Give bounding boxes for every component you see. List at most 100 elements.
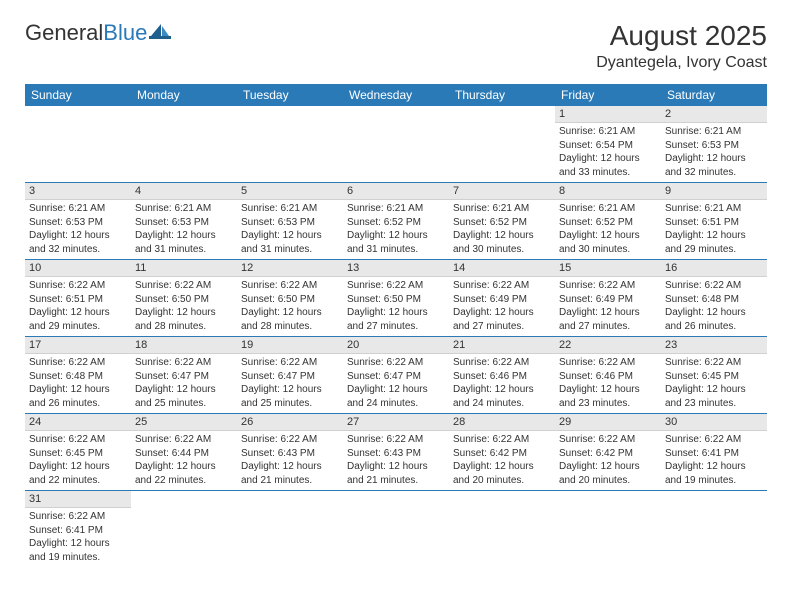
day-details: Sunrise: 6:21 AMSunset: 6:52 PMDaylight:…: [343, 200, 449, 258]
calendar-cell: 19Sunrise: 6:22 AMSunset: 6:47 PMDayligh…: [237, 337, 343, 414]
calendar-cell: 23Sunrise: 6:22 AMSunset: 6:45 PMDayligh…: [661, 337, 767, 414]
calendar-header-row: SundayMondayTuesdayWednesdayThursdayFrid…: [25, 84, 767, 106]
day-number: 8: [555, 183, 661, 200]
sunrise-text: Sunrise: 6:22 AM: [29, 433, 127, 447]
day-details: Sunrise: 6:21 AMSunset: 6:51 PMDaylight:…: [661, 200, 767, 258]
sunrise-text: Sunrise: 6:22 AM: [665, 356, 763, 370]
calendar-cell: 7Sunrise: 6:21 AMSunset: 6:52 PMDaylight…: [449, 183, 555, 260]
page-header: GeneralBlue August 2025 Dyantegela, Ivor…: [25, 20, 767, 72]
sunrise-text: Sunrise: 6:21 AM: [665, 125, 763, 139]
day-number: 12: [237, 260, 343, 277]
sunrise-text: Sunrise: 6:22 AM: [241, 279, 339, 293]
sunrise-text: Sunrise: 6:22 AM: [453, 279, 551, 293]
calendar-body: 1Sunrise: 6:21 AMSunset: 6:54 PMDaylight…: [25, 106, 767, 567]
daylight-text: Daylight: 12 hours and 23 minutes.: [559, 383, 657, 410]
sunset-text: Sunset: 6:49 PM: [559, 293, 657, 307]
calendar-cell: 20Sunrise: 6:22 AMSunset: 6:47 PMDayligh…: [343, 337, 449, 414]
calendar-cell: 10Sunrise: 6:22 AMSunset: 6:51 PMDayligh…: [25, 260, 131, 337]
day-details: Sunrise: 6:21 AMSunset: 6:53 PMDaylight:…: [661, 123, 767, 181]
daylight-text: Daylight: 12 hours and 26 minutes.: [29, 383, 127, 410]
sunrise-text: Sunrise: 6:22 AM: [347, 279, 445, 293]
day-details: Sunrise: 6:22 AMSunset: 6:43 PMDaylight:…: [237, 431, 343, 489]
daylight-text: Daylight: 12 hours and 29 minutes.: [665, 229, 763, 256]
daylight-text: Daylight: 12 hours and 30 minutes.: [559, 229, 657, 256]
calendar-cell: 5Sunrise: 6:21 AMSunset: 6:53 PMDaylight…: [237, 183, 343, 260]
day-number: 5: [237, 183, 343, 200]
sunset-text: Sunset: 6:52 PM: [453, 216, 551, 230]
day-details: Sunrise: 6:22 AMSunset: 6:42 PMDaylight:…: [449, 431, 555, 489]
sunset-text: Sunset: 6:48 PM: [665, 293, 763, 307]
day-details: Sunrise: 6:22 AMSunset: 6:41 PMDaylight:…: [25, 508, 131, 566]
day-number: 9: [661, 183, 767, 200]
location-label: Dyantegela, Ivory Coast: [596, 54, 767, 72]
daylight-text: Daylight: 12 hours and 27 minutes.: [347, 306, 445, 333]
sunrise-text: Sunrise: 6:22 AM: [241, 433, 339, 447]
sunrise-text: Sunrise: 6:22 AM: [665, 433, 763, 447]
day-details: Sunrise: 6:21 AMSunset: 6:53 PMDaylight:…: [131, 200, 237, 258]
daylight-text: Daylight: 12 hours and 20 minutes.: [453, 460, 551, 487]
calendar-cell: 18Sunrise: 6:22 AMSunset: 6:47 PMDayligh…: [131, 337, 237, 414]
sunset-text: Sunset: 6:43 PM: [241, 447, 339, 461]
calendar-cell: 14Sunrise: 6:22 AMSunset: 6:49 PMDayligh…: [449, 260, 555, 337]
sail-icon: [149, 20, 171, 46]
sunrise-text: Sunrise: 6:21 AM: [559, 125, 657, 139]
day-details: Sunrise: 6:22 AMSunset: 6:51 PMDaylight:…: [25, 277, 131, 335]
day-number: 22: [555, 337, 661, 354]
day-details: Sunrise: 6:22 AMSunset: 6:47 PMDaylight:…: [343, 354, 449, 412]
sunset-text: Sunset: 6:51 PM: [29, 293, 127, 307]
calendar-cell: 22Sunrise: 6:22 AMSunset: 6:46 PMDayligh…: [555, 337, 661, 414]
calendar-row: 3Sunrise: 6:21 AMSunset: 6:53 PMDaylight…: [25, 183, 767, 260]
calendar-cell: 6Sunrise: 6:21 AMSunset: 6:52 PMDaylight…: [343, 183, 449, 260]
daylight-text: Daylight: 12 hours and 19 minutes.: [29, 537, 127, 564]
sunset-text: Sunset: 6:47 PM: [135, 370, 233, 384]
day-header: Monday: [131, 84, 237, 106]
day-details: Sunrise: 6:21 AMSunset: 6:53 PMDaylight:…: [237, 200, 343, 258]
calendar-cell: [661, 491, 767, 568]
sunset-text: Sunset: 6:41 PM: [665, 447, 763, 461]
day-number: 11: [131, 260, 237, 277]
daylight-text: Daylight: 12 hours and 25 minutes.: [135, 383, 233, 410]
calendar-cell: 2Sunrise: 6:21 AMSunset: 6:53 PMDaylight…: [661, 106, 767, 183]
sunrise-text: Sunrise: 6:22 AM: [559, 279, 657, 293]
calendar-cell: [237, 491, 343, 568]
calendar-cell: 9Sunrise: 6:21 AMSunset: 6:51 PMDaylight…: [661, 183, 767, 260]
daylight-text: Daylight: 12 hours and 24 minutes.: [453, 383, 551, 410]
day-number: 27: [343, 414, 449, 431]
calendar-cell: [131, 491, 237, 568]
calendar-row: 10Sunrise: 6:22 AMSunset: 6:51 PMDayligh…: [25, 260, 767, 337]
sunrise-text: Sunrise: 6:22 AM: [453, 356, 551, 370]
day-details: Sunrise: 6:22 AMSunset: 6:46 PMDaylight:…: [555, 354, 661, 412]
calendar-cell: [25, 106, 131, 183]
calendar-row: 24Sunrise: 6:22 AMSunset: 6:45 PMDayligh…: [25, 414, 767, 491]
daylight-text: Daylight: 12 hours and 33 minutes.: [559, 152, 657, 179]
sunrise-text: Sunrise: 6:21 AM: [665, 202, 763, 216]
day-details: Sunrise: 6:22 AMSunset: 6:42 PMDaylight:…: [555, 431, 661, 489]
day-number: 14: [449, 260, 555, 277]
day-number: 23: [661, 337, 767, 354]
sunset-text: Sunset: 6:50 PM: [241, 293, 339, 307]
day-details: Sunrise: 6:22 AMSunset: 6:49 PMDaylight:…: [555, 277, 661, 335]
day-number: 17: [25, 337, 131, 354]
daylight-text: Daylight: 12 hours and 19 minutes.: [665, 460, 763, 487]
month-title: August 2025: [596, 20, 767, 52]
calendar-cell: 1Sunrise: 6:21 AMSunset: 6:54 PMDaylight…: [555, 106, 661, 183]
sunrise-text: Sunrise: 6:22 AM: [347, 433, 445, 447]
calendar-cell: [343, 106, 449, 183]
calendar-cell: [449, 491, 555, 568]
calendar-cell: 30Sunrise: 6:22 AMSunset: 6:41 PMDayligh…: [661, 414, 767, 491]
sunset-text: Sunset: 6:53 PM: [29, 216, 127, 230]
sunrise-text: Sunrise: 6:21 AM: [135, 202, 233, 216]
title-block: August 2025 Dyantegela, Ivory Coast: [596, 20, 767, 72]
day-header: Thursday: [449, 84, 555, 106]
day-number: 18: [131, 337, 237, 354]
logo-text-2: Blue: [103, 20, 147, 46]
day-number: 21: [449, 337, 555, 354]
daylight-text: Daylight: 12 hours and 21 minutes.: [241, 460, 339, 487]
sunset-text: Sunset: 6:51 PM: [665, 216, 763, 230]
daylight-text: Daylight: 12 hours and 28 minutes.: [135, 306, 233, 333]
daylight-text: Daylight: 12 hours and 25 minutes.: [241, 383, 339, 410]
day-number: 26: [237, 414, 343, 431]
day-details: Sunrise: 6:21 AMSunset: 6:52 PMDaylight:…: [449, 200, 555, 258]
day-number: 10: [25, 260, 131, 277]
sunset-text: Sunset: 6:47 PM: [241, 370, 339, 384]
